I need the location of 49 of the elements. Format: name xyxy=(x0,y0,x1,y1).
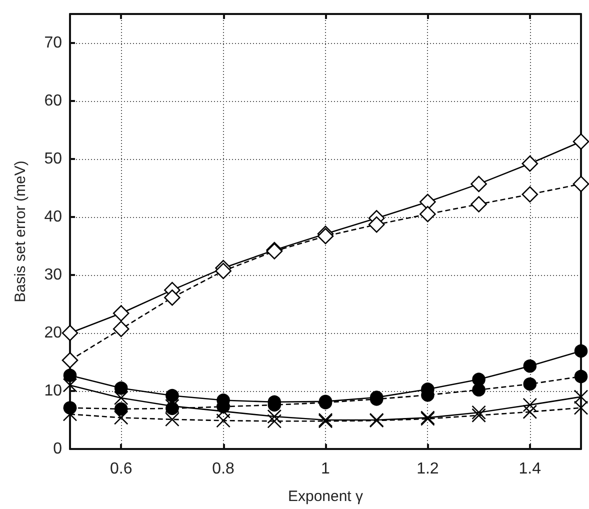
x-tick-label: 1.4 xyxy=(518,460,542,478)
point xyxy=(216,413,230,428)
point xyxy=(112,305,130,322)
point xyxy=(472,383,486,396)
x-tick-label: 0.8 xyxy=(212,460,235,478)
point xyxy=(114,410,128,425)
y-tick-label: 10 xyxy=(44,382,62,400)
point xyxy=(267,414,282,428)
point xyxy=(470,176,487,192)
point xyxy=(166,388,179,402)
point xyxy=(216,404,230,418)
point xyxy=(112,320,130,338)
point xyxy=(114,381,128,395)
point xyxy=(522,398,538,412)
y-tick-label: 50 xyxy=(44,150,62,168)
point xyxy=(522,186,538,203)
point xyxy=(62,324,78,342)
point xyxy=(368,216,385,233)
x-tick-label: 1.2 xyxy=(416,460,439,478)
point xyxy=(574,370,588,384)
point xyxy=(267,409,282,424)
point xyxy=(164,289,180,306)
point xyxy=(114,390,128,406)
point xyxy=(523,377,537,391)
point xyxy=(574,344,588,358)
point xyxy=(215,262,232,280)
point xyxy=(114,402,128,416)
y-tick-label: 70 xyxy=(44,34,62,52)
point xyxy=(523,359,537,373)
point xyxy=(472,408,486,423)
y-tick-label: 20 xyxy=(44,324,62,342)
point xyxy=(522,155,538,172)
x-tick-label: 0.6 xyxy=(110,460,132,478)
x-axis-title: Exponent γ xyxy=(288,488,364,505)
y-tick-label: 0 xyxy=(53,440,62,458)
point xyxy=(420,206,436,222)
x-tick-label: 1 xyxy=(321,460,330,478)
point xyxy=(472,405,486,420)
point xyxy=(62,352,78,368)
point xyxy=(470,196,487,212)
point xyxy=(572,176,589,192)
y-axis-title: Basis set error (meV) xyxy=(12,160,29,302)
point xyxy=(522,404,538,420)
y-tick-label: 40 xyxy=(44,208,62,226)
y-tick-label: 30 xyxy=(44,266,62,284)
y-tick-label: 60 xyxy=(44,92,62,110)
point xyxy=(572,133,589,150)
point xyxy=(62,378,78,392)
point xyxy=(63,368,77,382)
